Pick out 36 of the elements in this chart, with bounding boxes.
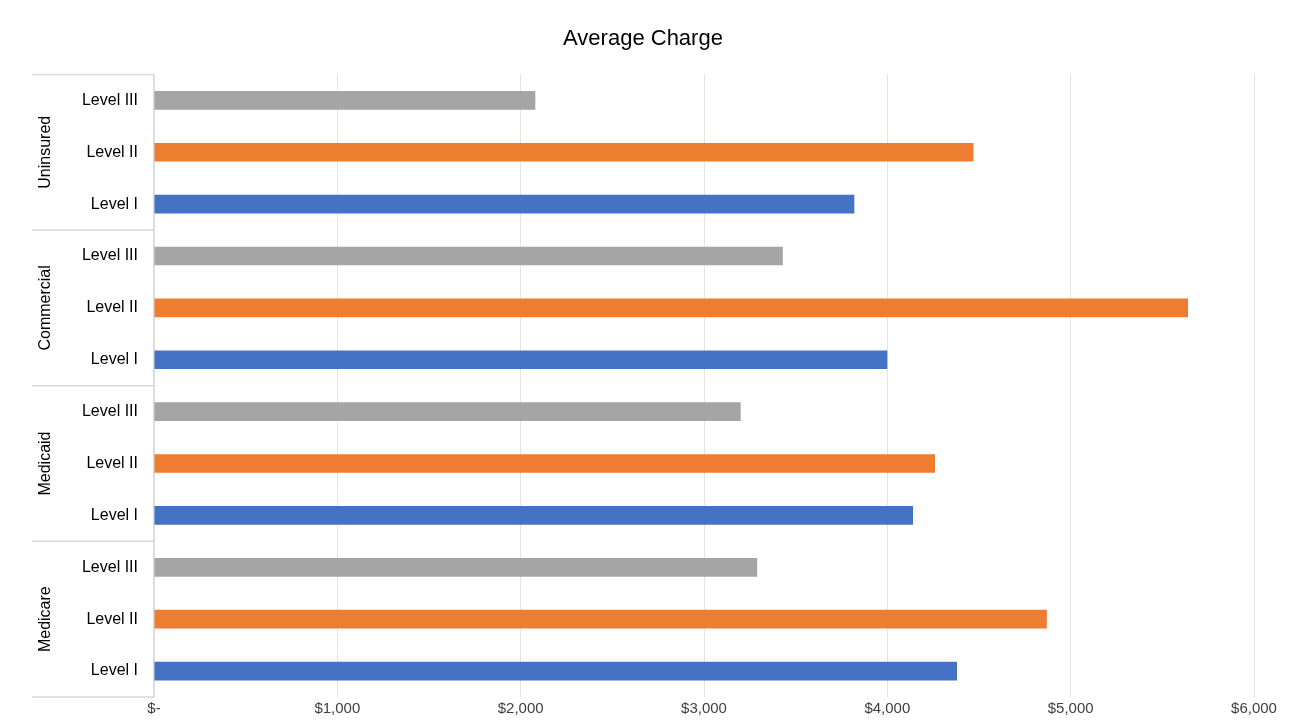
bar bbox=[154, 142, 974, 162]
x-tick-label: $- bbox=[147, 699, 161, 717]
bar bbox=[154, 557, 758, 577]
bar bbox=[154, 506, 913, 525]
y-tick-label: Level II bbox=[86, 453, 138, 471]
x-tick-label: $6,000 bbox=[1231, 699, 1277, 717]
x-tick-label: $4,000 bbox=[864, 699, 911, 717]
y-tick-label: Level II bbox=[86, 142, 138, 160]
bar bbox=[154, 609, 1047, 629]
bar bbox=[154, 91, 536, 110]
y-tick-label: Level III bbox=[81, 402, 138, 420]
text: Uninsured bbox=[36, 115, 54, 189]
y-tick-label: Level I bbox=[90, 505, 138, 523]
bar bbox=[154, 246, 783, 266]
y-tick-label: Level I bbox=[90, 194, 138, 212]
x-tick-label: $5,000 bbox=[1047, 699, 1094, 717]
y-tick-label: Level III bbox=[81, 90, 138, 108]
y-tick-label: Level I bbox=[90, 350, 138, 368]
bar bbox=[154, 402, 741, 421]
bar bbox=[154, 350, 888, 370]
y-tick-label: Level II bbox=[86, 298, 138, 316]
y-tick-label: Level III bbox=[81, 557, 138, 575]
y-tick-label: Level I bbox=[90, 661, 138, 679]
text: Commercial bbox=[36, 265, 54, 351]
bar bbox=[154, 194, 855, 214]
bar bbox=[154, 298, 1188, 318]
x-tick-label: $2,000 bbox=[497, 699, 544, 717]
x-tick-label: $3,000 bbox=[681, 699, 727, 717]
chart-title: Average Charge bbox=[563, 25, 723, 51]
x-tick-label: $1,000 bbox=[314, 699, 361, 717]
y-tick-label: Level II bbox=[86, 609, 138, 627]
bar bbox=[154, 661, 957, 681]
y-tick-label: Level III bbox=[81, 246, 138, 264]
bar bbox=[154, 454, 935, 473]
text: Medicaid bbox=[36, 431, 54, 496]
text: Medicare bbox=[36, 586, 54, 653]
